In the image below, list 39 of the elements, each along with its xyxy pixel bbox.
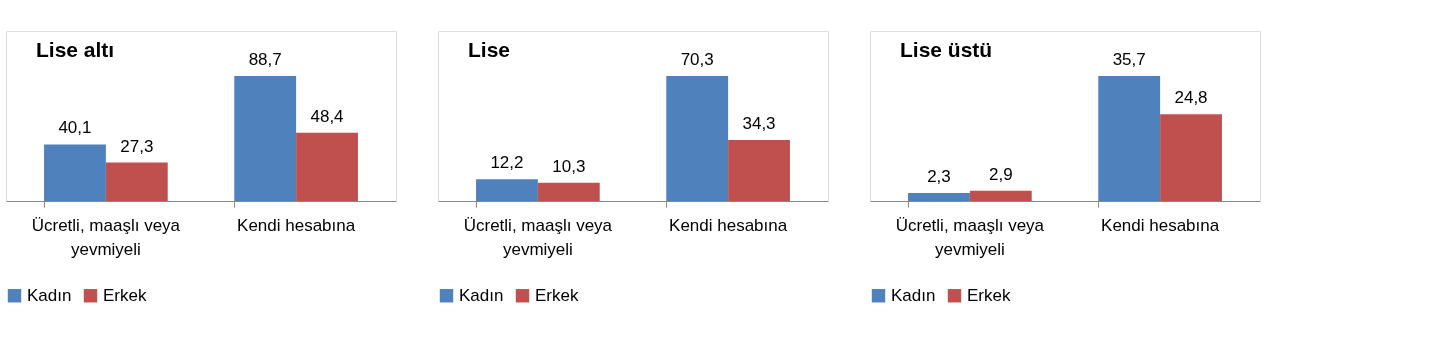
- data-label: 34,3: [742, 114, 776, 134]
- chart-title: Lise üstü: [900, 38, 993, 61]
- bar: [728, 140, 790, 201]
- bar: [234, 76, 297, 201]
- x-tick-label: Ücretli, maaşlı veya yevmiyeli: [31, 215, 181, 259]
- x-tick-label: Ücretli, maaşlı veya yevmiyeli: [895, 215, 1045, 259]
- chart-title: Lise: [468, 38, 511, 61]
- x-tick-label: Kendi hesabına: [1101, 215, 1220, 235]
- bar: [969, 190, 1032, 201]
- bar: [666, 76, 729, 201]
- data-label: 27,3: [120, 136, 154, 156]
- chart-title: Lise altı: [36, 38, 115, 61]
- x-tick-label: Kendi hesabına: [669, 215, 788, 235]
- legend-label: Erkek: [967, 285, 1011, 305]
- data-label: 2,9: [988, 164, 1013, 184]
- bar: [908, 192, 970, 201]
- data-label: 40,1: [58, 118, 92, 138]
- data-label: 48,4: [310, 106, 344, 126]
- data-label: 88,7: [248, 50, 282, 69]
- legend-label: Erkek: [103, 285, 147, 305]
- bar: [296, 132, 358, 201]
- data-label: 35,7: [1112, 50, 1146, 69]
- data-label: 10,3: [552, 156, 586, 176]
- bar: [105, 162, 168, 201]
- legend-label: Kadın: [27, 285, 72, 305]
- x-tick-label: Kendi hesabına: [237, 215, 356, 235]
- bar: [1098, 76, 1161, 201]
- bar: [44, 144, 106, 201]
- data-label: 12,2: [490, 153, 524, 173]
- data-label: 24,8: [1174, 88, 1208, 108]
- bar: [1160, 114, 1222, 201]
- legend-label: Kadın: [459, 285, 504, 305]
- data-label: 70,3: [680, 50, 714, 69]
- data-label: 2,3: [927, 166, 951, 186]
- bar: [476, 179, 538, 201]
- x-tick-label: Ücretli, maaşlı veya yevmiyeli: [463, 215, 613, 259]
- bar: [537, 182, 600, 201]
- legend-label: Erkek: [535, 285, 579, 305]
- legend-label: Kadın: [891, 285, 936, 305]
